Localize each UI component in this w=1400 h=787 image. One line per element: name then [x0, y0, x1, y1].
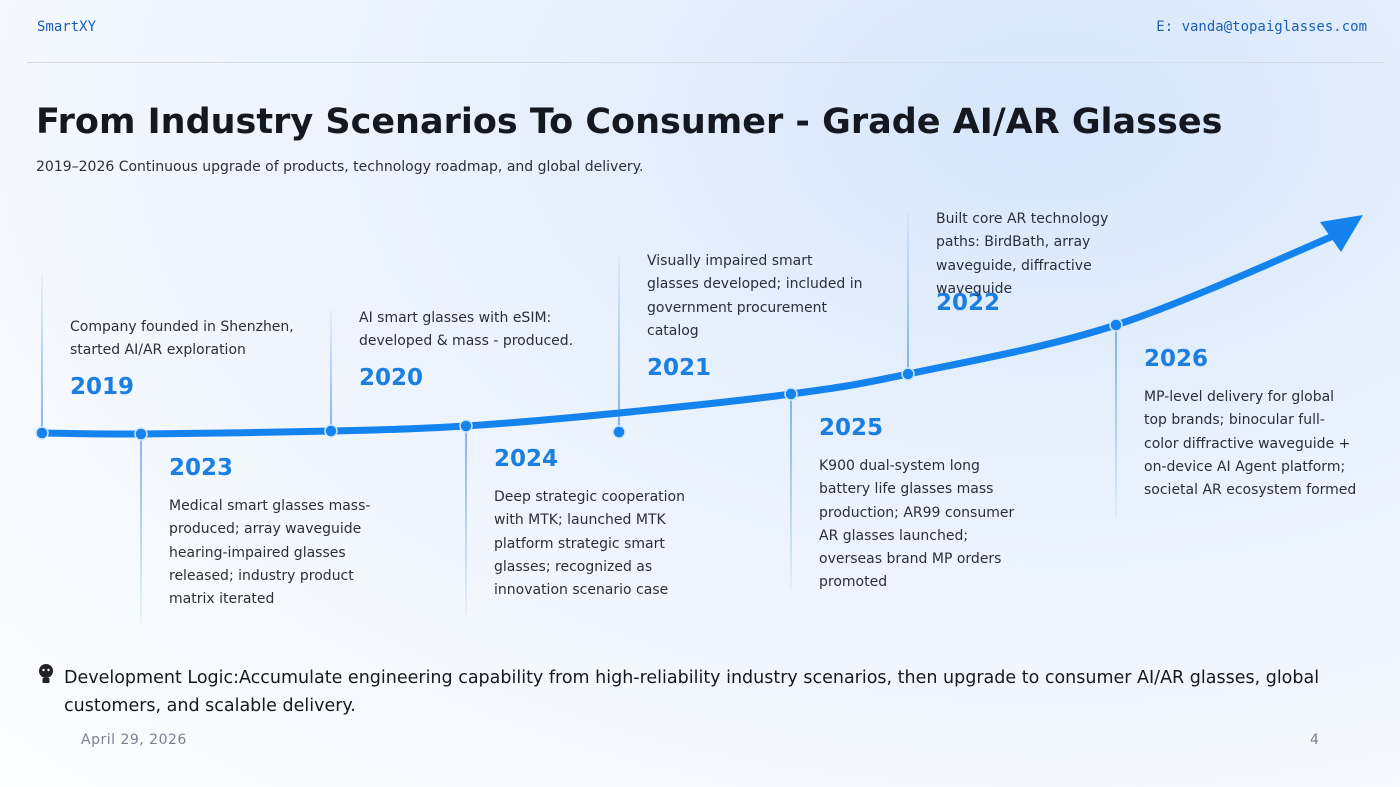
title: From Industry Scenarios To Consumer - Gr…: [36, 102, 1223, 142]
milestone-dot: [134, 427, 148, 441]
subtitle: 2019–2026 Continuous upgrade of products…: [36, 159, 644, 175]
milestone-dot: [459, 419, 473, 433]
milestone-text: AI smart glasses with eSIM: developed & …: [359, 310, 574, 350]
milestone-text: Visually impaired smart glasses develope…: [647, 253, 863, 339]
milestone-text: K900 dual-system long battery life glass…: [819, 458, 1015, 591]
milestone-dot: [784, 387, 798, 401]
page-number: 4: [1310, 732, 1319, 748]
milestone-year: 2023: [169, 455, 234, 481]
milestone-year: 2021: [647, 355, 712, 381]
brand: SmartXY: [37, 19, 97, 35]
milestone-year: 2026: [1144, 346, 1209, 372]
stem-fill: [465, 426, 467, 615]
milestone-dot: [35, 426, 49, 440]
milestone-text: Deep strategic cooperation with MTK; lau…: [494, 489, 685, 599]
milestone-dot: [1109, 318, 1123, 332]
stem-fill: [790, 394, 792, 590]
arrow-head: [1320, 215, 1363, 252]
milestone-year: 2025: [819, 415, 884, 441]
stem-fill: [618, 255, 620, 432]
milestone-year: 2022: [936, 290, 1001, 316]
milestone-dot: [612, 425, 626, 439]
milestone-text: Medical smart glasses mass-produced; arr…: [169, 498, 371, 608]
stem-fill: [330, 310, 332, 431]
milestone-year: 2019: [70, 374, 135, 400]
stem-fill: [1115, 325, 1117, 518]
email: E: vanda@topaiglasses.com: [1156, 19, 1367, 35]
milestone-year: 2020: [359, 365, 424, 391]
stem-fill: [140, 434, 142, 625]
growth-curve: [38, 230, 1342, 438]
milestone-text: Company founded in Shenzhen, started AI/…: [70, 319, 294, 359]
bulb-icon: [39, 664, 53, 683]
footer-date: April 29, 2026: [81, 732, 187, 748]
milestone-dot: [324, 424, 338, 438]
milestone-dot: [901, 367, 915, 381]
stem-fill: [41, 275, 43, 433]
milestone-text: Built core AR technology paths: BirdBath…: [936, 211, 1109, 297]
header-rule: [27, 62, 1383, 63]
milestone-year: 2024: [494, 446, 559, 472]
stem-fill: [907, 212, 909, 374]
milestone-text: MP-level delivery for global top brands;…: [1144, 389, 1357, 499]
note: Development Logic:Accumulate engineering…: [64, 668, 1320, 716]
